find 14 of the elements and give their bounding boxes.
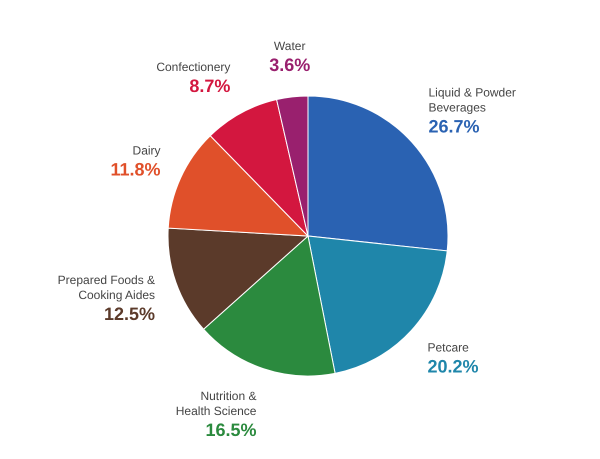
- data-label: 8.7%: [189, 76, 230, 96]
- slice-label: Prepared Foods & Cooking Aides: [58, 273, 156, 302]
- slice-label: Confectionery: [156, 60, 230, 74]
- data-label: 16.5%: [205, 420, 256, 440]
- slice-label: Petcare: [427, 340, 470, 354]
- slice-label: Water: [274, 39, 306, 54]
- data-label: 11.8%: [110, 160, 161, 180]
- slice-label: Dairy: [132, 144, 161, 158]
- data-label: 26.7%: [428, 116, 480, 136]
- slice-label: Nutrition & Health Science: [176, 389, 257, 418]
- data-label: 3.6%: [269, 55, 310, 76]
- data-label: 20.2%: [427, 356, 479, 376]
- data-label: 12.5%: [104, 304, 156, 324]
- slice-label: Liquid & Powder Beverages: [428, 85, 516, 114]
